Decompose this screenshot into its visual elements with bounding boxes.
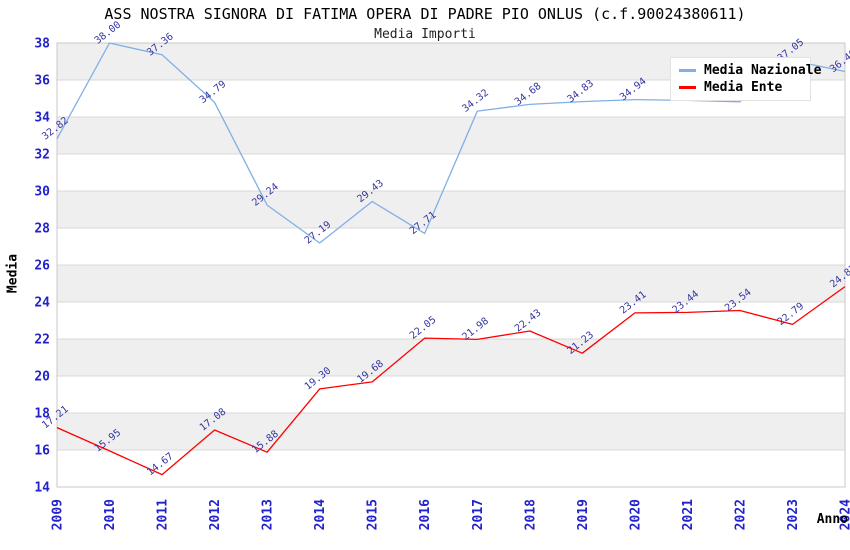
svg-text:34.32: 34.32 [460, 88, 490, 115]
series-line-media-ente [56, 286, 846, 476]
svg-text:34: 34 [34, 111, 50, 126]
svg-text:36: 36 [34, 74, 50, 89]
y-tick-labels: 38 36 34 32 30 28 26 24 22 20 18 16 14 [34, 37, 50, 496]
x-axis-title: Anno [816, 512, 848, 527]
svg-text:30: 30 [34, 185, 50, 200]
svg-text:16: 16 [34, 444, 50, 459]
svg-text:2024: 2024 [839, 499, 850, 530]
plot-border [56, 42, 846, 488]
plot-bands [57, 43, 845, 450]
svg-text:2021: 2021 [681, 499, 696, 530]
x-tick-labels: 2009 2010 2011 2012 2013 2014 2015 2016 2017 2018… [51, 499, 850, 530]
svg-text:2022: 2022 [733, 499, 748, 530]
svg-text:2013: 2013 [261, 499, 276, 530]
chart-title: ASS NOSTRA SIGNORA DI FATIMA OPERA DI PA… [104, 5, 746, 23]
svg-text:2015: 2015 [366, 499, 381, 530]
series-line-media-nazionale [56, 42, 846, 244]
legend-label: Media Ente [704, 80, 783, 95]
svg-text:22: 22 [34, 333, 50, 348]
svg-text:2018: 2018 [523, 499, 538, 530]
svg-text:28: 28 [34, 222, 50, 237]
svg-text:26: 26 [34, 259, 50, 274]
svg-text:2019: 2019 [576, 499, 591, 530]
legend-swatch-red [679, 86, 696, 89]
svg-text:2017: 2017 [471, 499, 486, 530]
svg-text:2023: 2023 [786, 499, 801, 530]
y-axis-title: Media [5, 253, 21, 294]
legend-item-media-nazionale: Media Nazionale [679, 62, 821, 79]
svg-text:2010: 2010 [103, 499, 118, 530]
svg-text:32: 32 [34, 148, 50, 163]
legend-label: Media Nazionale [704, 63, 822, 78]
svg-text:2012: 2012 [208, 499, 223, 530]
svg-text:24: 24 [34, 296, 50, 311]
svg-text:22.05: 22.05 [408, 315, 438, 342]
legend: Media Nazionale Media Ente [670, 57, 821, 101]
legend-item-media-ente: Media Ente [679, 79, 810, 96]
svg-text:38: 38 [34, 37, 50, 52]
svg-text:2014: 2014 [313, 499, 328, 530]
svg-text:14: 14 [34, 481, 50, 496]
svg-text:2016: 2016 [418, 499, 433, 530]
svg-text:34.79: 34.79 [198, 79, 228, 106]
svg-text:20: 20 [34, 370, 50, 385]
svg-text:18: 18 [34, 407, 50, 422]
chart-subtitle: Media Importi [374, 27, 476, 42]
legend-swatch-blue [679, 69, 696, 72]
svg-text:2011: 2011 [156, 499, 171, 530]
svg-text:2020: 2020 [628, 499, 643, 530]
svg-text:2009: 2009 [51, 499, 66, 530]
